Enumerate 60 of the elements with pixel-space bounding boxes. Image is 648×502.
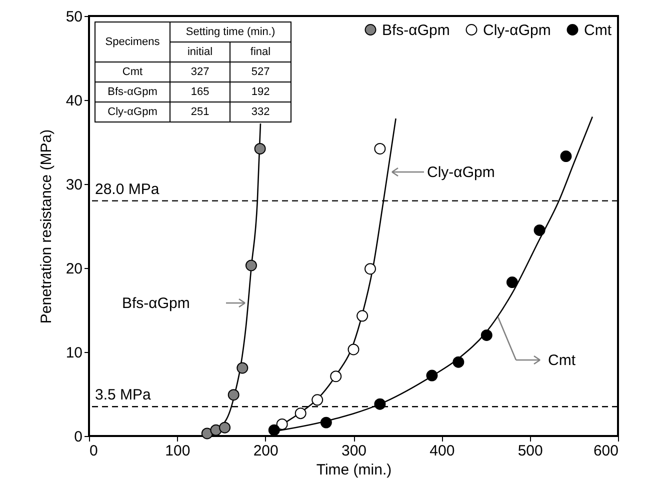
ref-line-label: 3.5 MPa: [95, 386, 152, 404]
point: [452, 356, 464, 368]
y-tick-label: 40: [66, 92, 82, 110]
point: [506, 276, 518, 288]
point: [374, 142, 386, 154]
annotation: initial: [187, 46, 213, 58]
x-tick-label: 600: [593, 442, 618, 460]
x-axis-title: Time (min.): [316, 462, 392, 478]
point: [245, 260, 257, 272]
point: [374, 398, 386, 410]
point: [268, 424, 280, 436]
annotation: Cly-αGpm: [427, 164, 495, 181]
point: [480, 329, 492, 341]
ref-line-label: 28.0 MPa: [95, 180, 160, 198]
annotation: Cmt: [122, 66, 143, 78]
y-tick-label: 20: [66, 260, 82, 278]
point: [228, 389, 240, 401]
point: [236, 362, 248, 374]
point: [320, 416, 332, 428]
annotation: 192: [251, 86, 270, 98]
legend-label: Bfs-αGpm: [382, 22, 450, 39]
point: [276, 418, 288, 430]
x-tick-label: 0: [90, 442, 98, 460]
annotation: Cmt: [548, 352, 576, 369]
point: [356, 310, 368, 322]
x-tick-label: 400: [430, 442, 455, 460]
point: [560, 150, 572, 162]
y-tick-label: 10: [66, 344, 82, 362]
y-axis-title: Penetration resistance (MPa): [38, 129, 55, 324]
point: [254, 142, 266, 154]
annotation: 327: [190, 66, 210, 78]
annotation: Bfs-αGpm: [122, 295, 190, 312]
annotation: Specimens: [105, 36, 160, 48]
point: [294, 408, 306, 420]
annotation: final: [250, 46, 271, 58]
x-tick-label: 100: [165, 442, 190, 460]
annotation: 332: [251, 106, 270, 118]
annotation: Setting time (min.): [186, 26, 276, 38]
annotation: 165: [190, 86, 210, 98]
x-tick-label: 500: [518, 442, 543, 460]
point: [426, 370, 438, 382]
point: [219, 422, 231, 434]
point: [312, 394, 324, 406]
legend-label: Cly-αGpm: [483, 22, 551, 39]
x-tick-label: 200: [253, 442, 278, 460]
point: [348, 344, 360, 356]
annotation: 251: [190, 106, 210, 118]
point: [201, 428, 213, 440]
annotation: Bfs-αGpm: [108, 86, 158, 98]
point: [330, 370, 342, 382]
point: [364, 263, 376, 275]
point: [534, 224, 546, 236]
annotation: 527: [251, 66, 270, 78]
legend-label: Cmt: [584, 22, 612, 39]
y-tick-label: 50: [66, 8, 82, 26]
y-tick-label: 30: [66, 176, 82, 194]
x-tick-label: 300: [341, 442, 367, 460]
y-tick-label: 0: [74, 428, 82, 446]
annotation: Cly-αGpm: [108, 106, 158, 118]
point: [210, 424, 222, 436]
